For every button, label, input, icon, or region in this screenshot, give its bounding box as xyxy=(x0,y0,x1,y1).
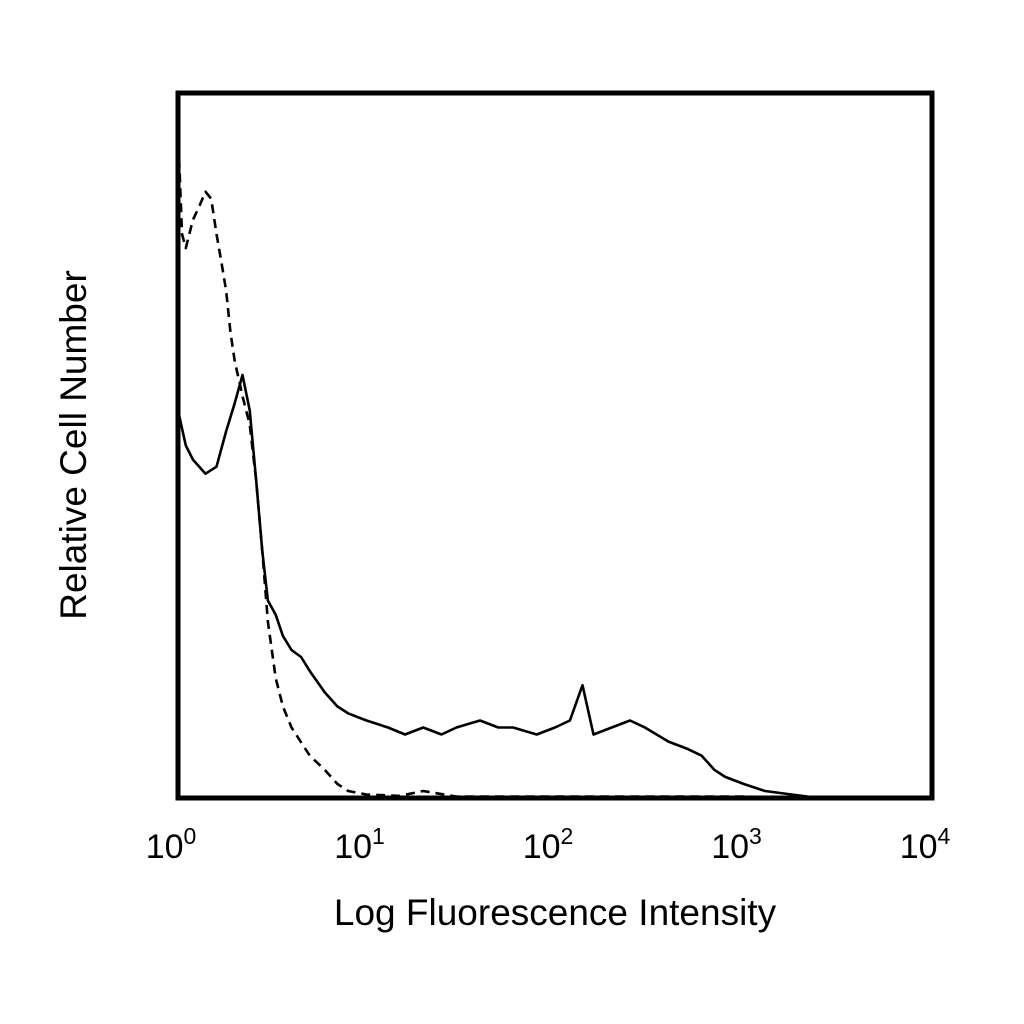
plot-frame xyxy=(175,90,935,801)
y-axis-title: Relative Cell Number xyxy=(53,270,94,620)
solid-histogram-line xyxy=(176,373,819,800)
x-tick-label: 100 xyxy=(146,823,197,866)
x-tick-label: 101 xyxy=(334,823,385,866)
dashed-histogram-line xyxy=(176,128,819,800)
x-tick-label: 103 xyxy=(711,823,762,866)
x-tick-label: 102 xyxy=(523,823,574,866)
histogram-series-layer xyxy=(176,128,819,800)
x-axis-title: Log Fluorescence Intensity xyxy=(334,892,777,933)
x-tick-label: 104 xyxy=(900,823,951,866)
x-axis-ticks: 100 101 102 103 104 xyxy=(146,823,951,866)
